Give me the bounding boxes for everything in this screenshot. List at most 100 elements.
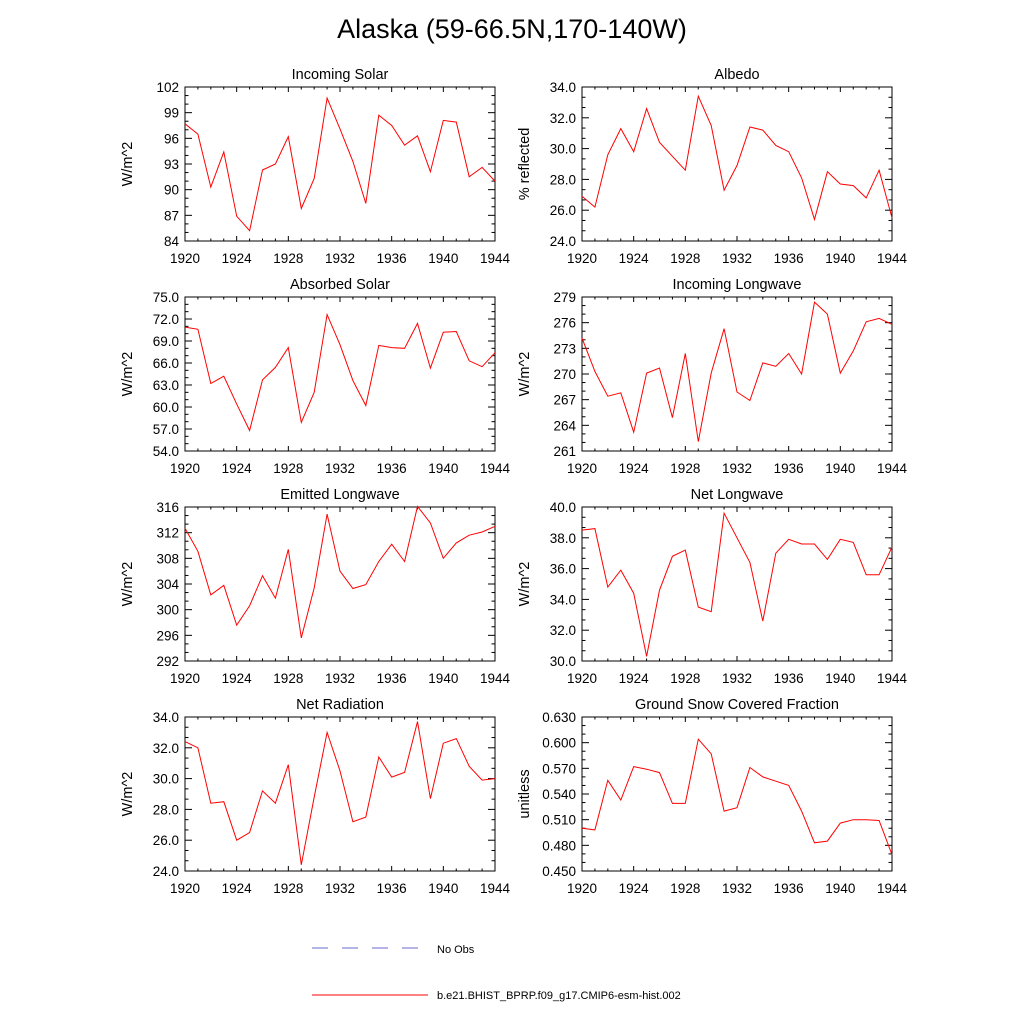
x-tick-label: 1928 <box>670 251 700 266</box>
panel-title: Incoming Solar <box>292 67 389 83</box>
y-axis-label: W/m^2 <box>120 352 136 397</box>
x-tick-label: 1932 <box>325 251 355 266</box>
x-tick-label: 1928 <box>273 881 303 896</box>
y-tick-label: 28.0 <box>153 802 179 817</box>
panel-net-longwave: Net Longwave W/m^2 1920 1924 1928 1932 1936 194… <box>517 487 908 686</box>
x-tick-label: 1932 <box>722 671 752 686</box>
y-tick-label: 0.450 <box>542 864 576 879</box>
series-line <box>184 312 496 432</box>
y-tick-label: 270 <box>553 367 576 382</box>
y-tick-label: 32.0 <box>153 741 179 756</box>
x-tick-label: 1932 <box>325 461 355 476</box>
plot-frame <box>184 296 496 452</box>
panel-title: Incoming Longwave <box>673 277 802 293</box>
panel-title: Emitted Longwave <box>280 487 399 503</box>
x-tick-label: 1928 <box>670 461 700 476</box>
y-axis-label: W/m^2 <box>120 772 136 817</box>
y-tick-label: 0.510 <box>542 813 576 828</box>
x-tick-label: 1932 <box>325 881 355 896</box>
x-tick-label: 1924 <box>222 251 253 266</box>
panel-absorbed-solar: Absorbed Solar W/m^2 1920 1924 1928 1932 1936 1… <box>120 277 511 476</box>
y-tick-label: 273 <box>553 341 576 356</box>
y-tick-label: 267 <box>553 393 576 408</box>
panel-title: Albedo <box>714 67 759 83</box>
x-tick-label: 1924 <box>619 461 650 476</box>
x-tick-label: 1920 <box>567 251 597 266</box>
y-tick-label: 0.630 <box>542 710 576 725</box>
y-tick-label: 72.0 <box>153 312 179 327</box>
x-tick-label: 1936 <box>377 251 407 266</box>
y-tick-label: 54.0 <box>153 444 179 459</box>
x-tick-label: 1924 <box>222 881 253 896</box>
y-tick-label: 0.570 <box>542 761 576 776</box>
x-tick-label: 1936 <box>774 251 804 266</box>
x-tick-label: 1940 <box>825 671 855 686</box>
panel-emitted-longwave: Emitted Longwave W/m^2 1920 1924 1928 1932 193… <box>120 487 511 686</box>
y-tick-label: 316 <box>156 500 179 515</box>
y-tick-label: 63.0 <box>153 378 179 393</box>
panel-title: Net Radiation <box>296 697 384 713</box>
y-axis-label: W/m^2 <box>120 142 136 187</box>
x-tick-label: 1928 <box>273 461 303 476</box>
y-tick-label: 30.0 <box>550 142 576 157</box>
y-tick-label: 308 <box>156 551 179 566</box>
y-tick-label: 264 <box>553 418 576 433</box>
x-tick-label: 1940 <box>428 671 458 686</box>
x-tick-label: 1932 <box>722 881 752 896</box>
panel-net-radiation: Net Radiation W/m^2 1920 1924 1928 1932 1936 19… <box>120 697 511 896</box>
y-tick-label: 36.0 <box>550 562 576 577</box>
y-tick-label: 276 <box>553 316 576 331</box>
x-tick-label: 1940 <box>825 251 855 266</box>
x-tick-label: 1944 <box>877 251 908 266</box>
x-tick-label: 1924 <box>619 881 650 896</box>
plot-frame <box>184 716 496 872</box>
x-tick-label: 1936 <box>377 881 407 896</box>
y-tick-label: 96 <box>164 131 179 146</box>
y-tick-label: 38.0 <box>550 531 576 546</box>
x-tick-label: 1936 <box>377 671 407 686</box>
y-tick-label: 24.0 <box>153 864 179 879</box>
y-axis-label: W/m^2 <box>120 562 136 607</box>
x-tick-label: 1940 <box>428 251 458 266</box>
x-tick-label: 1932 <box>722 461 752 476</box>
series-line <box>581 511 893 657</box>
x-tick-label: 1924 <box>619 671 650 686</box>
y-tick-label: 24.0 <box>550 234 576 249</box>
y-tick-label: 84 <box>164 234 180 249</box>
y-tick-label: 0.600 <box>542 736 576 751</box>
y-tick-label: 30.0 <box>153 772 179 787</box>
y-tick-label: 75.0 <box>153 290 179 305</box>
x-tick-label: 1936 <box>377 461 407 476</box>
panel-incoming-solar: Incoming Solar W/m^2 1920 1924 1928 1932 1936 1… <box>120 67 511 266</box>
y-tick-label: 66.0 <box>153 356 179 371</box>
y-tick-label: 34.0 <box>153 710 179 725</box>
x-tick-label: 1920 <box>170 671 200 686</box>
y-tick-label: 296 <box>156 628 179 643</box>
y-tick-label: 90 <box>164 183 179 198</box>
x-tick-label: 1940 <box>428 461 458 476</box>
y-tick-label: 93 <box>164 157 179 172</box>
x-tick-label: 1944 <box>480 671 511 686</box>
panel-title: Net Longwave <box>691 487 784 503</box>
y-tick-label: 60.0 <box>153 400 179 415</box>
x-tick-label: 1944 <box>877 881 908 896</box>
panel-title: Absorbed Solar <box>290 277 390 293</box>
y-tick-label: 99 <box>164 106 179 121</box>
x-tick-label: 1940 <box>825 461 855 476</box>
panel-title: Ground Snow Covered Fraction <box>635 697 839 713</box>
y-tick-label: 30.0 <box>550 654 576 669</box>
plot-frame <box>184 506 496 662</box>
y-tick-label: 0.540 <box>542 787 576 802</box>
x-tick-label: 1924 <box>222 461 253 476</box>
y-tick-label: 69.0 <box>153 334 179 349</box>
y-tick-label: 261 <box>553 444 576 459</box>
x-tick-label: 1940 <box>825 881 855 896</box>
x-tick-label: 1940 <box>428 881 458 896</box>
panel-albedo: Albedo % reflected 1920 1924 1928 1932 1936 194… <box>517 67 908 266</box>
y-tick-label: 26.0 <box>153 833 179 848</box>
y-tick-label: 304 <box>156 577 179 592</box>
y-tick-label: 279 <box>553 290 576 305</box>
x-tick-label: 1920 <box>170 461 200 476</box>
y-tick-label: 26.0 <box>550 203 576 218</box>
x-tick-label: 1928 <box>273 251 303 266</box>
